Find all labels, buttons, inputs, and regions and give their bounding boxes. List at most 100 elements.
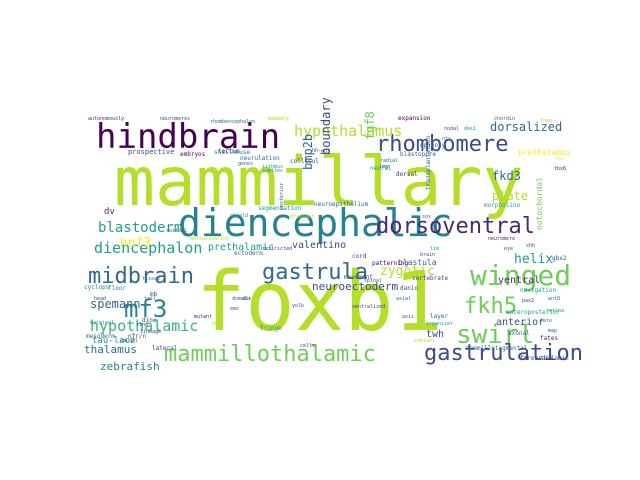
word-layer: layer [430,313,448,320]
word-domain: domain [232,296,250,302]
word-neuromere: neuromere [488,236,515,242]
word-autonomously: autonomously [88,116,124,122]
word-rhombencephalon: rhombencephalon [210,119,255,125]
word-plate: plate [492,189,528,203]
word-dv: dv [104,207,115,217]
word-cells: cells [300,343,315,349]
word-chordin: chordin [494,116,515,122]
word-neuromeres: neuromeres [160,116,190,122]
word-mammillothalamic: mammillothalamic [164,342,376,367]
word-fate: fate [540,318,552,324]
word-fates: fates [540,335,558,342]
word-axial: axial [396,296,411,302]
word-ventral: ventral [498,275,540,286]
word-thalamus: thalamus [84,343,137,356]
word-lineage: lineage [140,329,161,335]
word-axonal: axonal [508,330,530,337]
word-diencephalic: diencephalic [178,201,453,245]
word-blastopore: blastopore [400,151,437,158]
word-explant: explant [414,338,435,344]
word-caudal: caudal [120,338,138,344]
word-otx: otx [442,136,451,142]
word-tbx6: tbx6 [554,166,566,172]
word-swirl: swirl [456,320,534,350]
word-segmentation: segmentation [258,205,302,212]
word-mammillotegmental: mammillotegmental [466,345,528,352]
word-fringe: fringe [260,325,282,332]
word-dlx: dlx [242,296,251,302]
word-boundary: boundary [319,97,333,155]
word-foxb1: foxb1 [196,255,443,350]
word-ring: ring [136,322,148,328]
word-hh-wnt: hh-wnt [312,148,330,154]
word-mesoderm: mesoderm [86,333,115,340]
word-twh: twh [426,329,444,340]
word-transplantation: transplantation [425,135,432,190]
word-prethalamus: prethalamus [518,148,571,157]
word-mammillary: mammillary [114,143,523,222]
word-anterior: anterior [496,317,544,328]
word-bmp2b: bmp2b [301,134,315,170]
word-morpholino: morpholino [484,202,521,209]
word-snailhouse: snailhouse [214,149,251,156]
word-organizer: organizer [426,321,453,327]
word-vertebrate: vertebrate [412,275,449,282]
word-genes: genes [238,161,253,167]
word-fgf8: fgf8 [363,111,377,140]
word-mb: mb [150,291,158,298]
word-gastrula: gastrula [262,260,368,285]
word-restricted: restricted [262,246,292,252]
word-lateral: lateral [152,345,178,352]
word-embryos: embryos [180,151,206,158]
word-foxa: foxa [540,118,552,124]
word-patterning: patterning [372,260,409,267]
word-zebrafish: zebrafish [100,360,160,373]
word-neurulation: neurulation [240,155,280,162]
word-tau-lacz: tau-lacz [92,336,135,346]
word-prospective: prospective [128,148,174,156]
word-gastrulation: gastrulation [424,341,583,366]
word-hypothalamic: hypothalamic [90,317,198,335]
word-mf3: mf3 [124,295,167,323]
word-neuroectoderm: neuroectoderm [312,280,398,293]
word-rhombomere: rhombomere [376,132,508,157]
word-movement: movement [344,274,373,281]
word-nodal: nodal [444,126,459,132]
word-pax2: pax2 [522,298,534,304]
word-blastula: blastula [398,258,437,267]
word-neural: neural [370,165,392,172]
word-gsc: gsc [556,156,565,162]
word-helix: helix [514,252,553,267]
word-hindbrain: hindbrain [96,117,280,157]
word-valentino: valentino [292,240,346,251]
word-marginal: marginal [90,320,114,326]
word-head: head [94,296,106,302]
word-winged: winged [470,259,571,292]
word-axis: axis [402,314,414,320]
word-posterior: posterior [279,183,285,210]
word-hnf3: hnf3 [120,236,151,251]
word-shh: shh [526,243,535,249]
word-eye: eye [504,246,513,252]
word-spinal: spinal [364,278,382,284]
word-dino: dino [142,317,157,324]
word-ectoderm: ectoderm [234,250,263,257]
word-notochordal: notochordal [535,177,544,230]
word-neuroepithelium: neuroepithelium [314,201,369,208]
word-retina: retina [546,308,564,314]
word-sox: sox [422,214,431,220]
word-ventralized: ventralized [352,304,385,310]
word-radial: radial [380,158,398,164]
word-rostral: rostral [166,228,187,234]
word-prethalamic: prethalamic [208,242,274,253]
word-midbrain: midbrain [88,264,194,289]
word-danio: danio [400,285,418,292]
word-navigation: navigation [520,287,557,294]
word-map: map [548,328,557,334]
word-lim: lim [430,246,439,252]
word-isthmus: isthmus [262,164,283,170]
word-dkk1: dkk1 [464,126,476,132]
